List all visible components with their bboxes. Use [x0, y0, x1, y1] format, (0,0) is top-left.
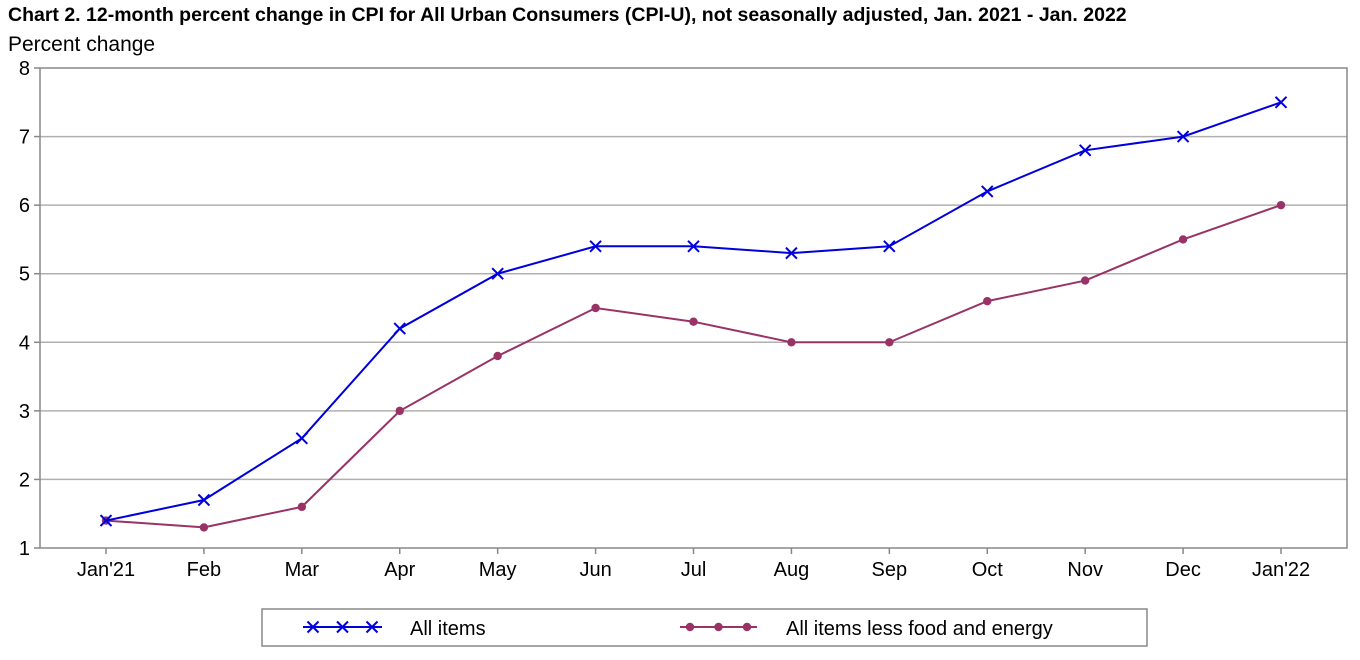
y-axis-label: Percent change	[8, 33, 155, 56]
x-tick-label: Jan'22	[1252, 559, 1310, 581]
y-tick-label: 6	[19, 195, 30, 217]
series-1	[99, 96, 1288, 527]
circle-marker	[689, 317, 698, 326]
circle-marker	[591, 303, 600, 313]
x-marker	[295, 432, 309, 445]
x-marker	[589, 240, 602, 253]
y-tick-label: 2	[19, 469, 30, 491]
circle-marker	[742, 622, 752, 632]
x-marker	[1078, 144, 1092, 157]
x-marker	[1176, 130, 1190, 143]
circle-marker	[685, 622, 695, 632]
circle-marker	[885, 338, 894, 347]
x-tick-label: Dec	[1165, 559, 1201, 581]
x-marker	[491, 267, 504, 280]
legend-item: All items less food and energy	[680, 618, 1053, 640]
circle-marker	[297, 502, 307, 512]
legend-item: All items	[303, 618, 486, 640]
x-tick-label: Mar	[285, 559, 320, 581]
x-marker	[365, 620, 379, 634]
circle-marker	[1080, 276, 1090, 285]
x-tick-label: Sep	[872, 559, 908, 581]
circle-marker	[714, 622, 723, 632]
circle-marker	[395, 406, 404, 416]
x-tick-label: Aug	[774, 559, 810, 581]
x-tick-label: Feb	[187, 559, 221, 581]
x-tick-label: Jul	[681, 559, 707, 581]
y-tick-label: 7	[19, 127, 30, 149]
legend: All items All items less food and energy	[261, 608, 1148, 647]
x-marker	[1274, 96, 1288, 109]
y-tick-label: 8	[19, 58, 30, 80]
x-tick-label: May	[479, 559, 517, 581]
y-tick-label: 4	[19, 332, 30, 354]
circle-marker	[199, 523, 209, 532]
x-marker	[393, 322, 406, 335]
x-marker	[981, 185, 994, 198]
x-tick-label: Oct	[972, 559, 1004, 581]
circle-marker	[1276, 200, 1286, 210]
y-axis: 1 2 3 4 5 6 7 8	[19, 58, 40, 560]
series-2	[101, 200, 1286, 532]
x-marker	[336, 620, 349, 634]
x-tick-label: Jun	[579, 559, 611, 581]
y-tick-label: 1	[19, 538, 30, 560]
x-marker	[883, 240, 896, 253]
plot-area	[39, 67, 1348, 549]
x-marker	[687, 240, 700, 253]
series-lines	[99, 96, 1288, 532]
gridlines	[40, 135, 1347, 481]
series-line	[105, 101, 1282, 522]
x-tick-label: Jan'21	[77, 559, 135, 581]
y-tick-label: 3	[19, 401, 30, 423]
x-tick-label: Apr	[384, 559, 415, 581]
circle-marker	[983, 296, 992, 306]
chart-title: Chart 2. 12-month percent change in CPI …	[8, 4, 1127, 26]
x-tick-label: Nov	[1067, 559, 1103, 581]
circle-marker	[493, 351, 502, 361]
x-marker	[197, 493, 211, 507]
x-marker	[306, 620, 320, 634]
x-marker	[99, 514, 113, 527]
circle-marker	[1178, 235, 1188, 244]
circle-marker	[787, 338, 796, 347]
legend-label: All items less food and energy	[786, 618, 1053, 640]
x-axis: Jan'21 Feb Mar Apr May Jun Jul Aug Sep Oct Nov Dec J…	[77, 548, 1310, 581]
x-marker	[785, 246, 798, 260]
y-tick-label: 5	[19, 264, 30, 286]
legend-label: All items	[410, 618, 486, 640]
